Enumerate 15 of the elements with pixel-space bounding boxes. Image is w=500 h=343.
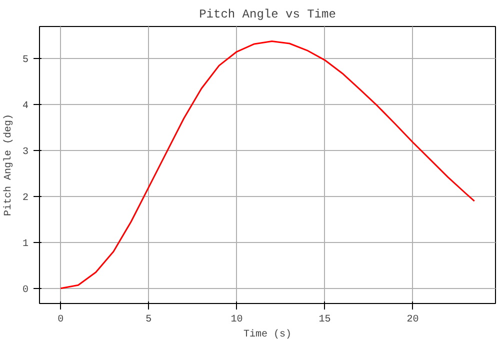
x-axis-title: Time (s) bbox=[243, 328, 292, 340]
y-tick-label: 2 bbox=[22, 192, 29, 204]
x-tick-label: 20 bbox=[406, 314, 419, 326]
y-tick-label: 0 bbox=[22, 284, 29, 296]
x-tick-label: 15 bbox=[318, 314, 331, 326]
x-tick-label: 10 bbox=[230, 314, 243, 326]
chart-title: Pitch Angle vs Time bbox=[199, 8, 336, 22]
x-tick-label: 5 bbox=[146, 314, 152, 326]
y-tick-label: 3 bbox=[22, 147, 29, 158]
y-tick-label: 5 bbox=[22, 55, 29, 66]
y-tick-label: 1 bbox=[22, 238, 29, 250]
line-series bbox=[60, 40, 476, 290]
y-tick-label: 4 bbox=[22, 101, 29, 112]
y-axis-title: Pitch Angle (deg) bbox=[2, 114, 14, 216]
x-tick-label: 0 bbox=[58, 314, 64, 326]
